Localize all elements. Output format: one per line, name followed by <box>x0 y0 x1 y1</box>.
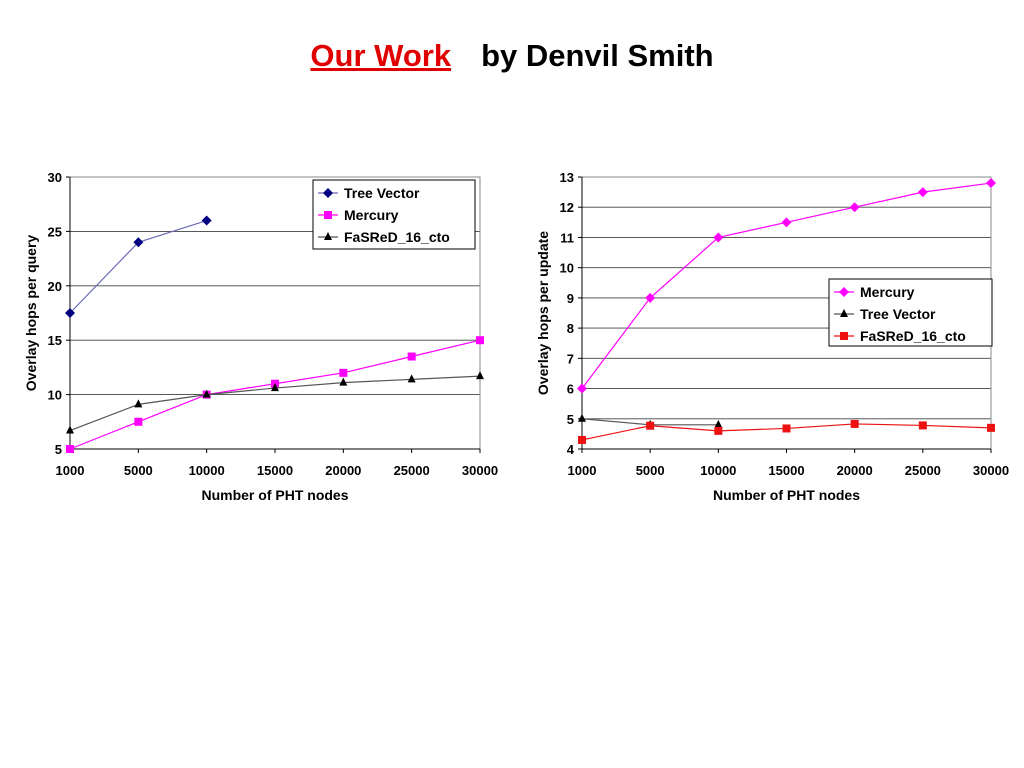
data-point <box>987 423 995 432</box>
title-author: by Denvil Smith <box>481 38 714 73</box>
y-tick-label: 10 <box>560 261 574 276</box>
y-tick-label: 10 <box>48 388 62 403</box>
data-point <box>476 371 484 380</box>
y-tick-label: 6 <box>567 382 574 397</box>
x-tick-label: 20000 <box>837 463 873 478</box>
x-tick-label: 25000 <box>394 463 430 478</box>
chart-1: 5 10 15 20 25 30 1000 5000 10000 15000 20000 25000 3… <box>23 170 498 503</box>
data-point <box>407 374 416 383</box>
y-tick-label: 20 <box>48 279 62 294</box>
data-point <box>407 352 416 361</box>
data-point <box>578 413 586 422</box>
chart-2: 4 5 6 7 8 9 10 11 12 13 1000 5000 10000 15000 20000 250… <box>535 170 1009 503</box>
legend-marker <box>324 232 332 240</box>
x-tick-label: 25000 <box>905 463 941 478</box>
data-point <box>66 445 74 453</box>
data-point <box>202 389 211 398</box>
y-tick-label: 7 <box>567 351 574 366</box>
y-tick-label: 15 <box>48 333 62 348</box>
x-tick-label: 10000 <box>700 463 736 478</box>
legend: Tree Vector Mercury FaSReD_16_cto <box>312 179 476 250</box>
y-tick-label: 5 <box>567 412 574 427</box>
y-tick-label: 12 <box>560 200 574 215</box>
y-tick-label: 9 <box>567 291 574 306</box>
x-axis-title: Number of PHT nodes <box>713 487 860 503</box>
y-tick-label: 25 <box>48 224 62 239</box>
y-axis-title: Overlay hops per query <box>23 235 39 392</box>
x-tick-label: 5000 <box>636 463 665 478</box>
x-tick-label: 10000 <box>189 463 225 478</box>
data-point <box>577 383 587 394</box>
x-axis-title: Number of PHT nodes <box>201 487 348 503</box>
legend-label: Mercury <box>860 284 915 300</box>
series-mercury <box>577 178 996 394</box>
legend: Mercury Tree Vector FaSReD_16_cto <box>828 278 993 347</box>
data-point <box>782 424 791 433</box>
legend-label: Tree Vector <box>860 306 936 322</box>
legend-label: Mercury <box>344 207 399 223</box>
data-point <box>714 419 723 428</box>
series-fasred-16-cto <box>578 419 995 444</box>
data-point <box>918 421 927 430</box>
legend-label: Tree Vector <box>344 185 420 201</box>
data-point <box>781 217 792 228</box>
data-point <box>65 308 75 318</box>
legend-marker <box>839 287 849 297</box>
data-point <box>917 187 928 198</box>
data-point <box>133 237 144 248</box>
data-point <box>714 426 723 435</box>
title-highlight: Our Work <box>310 38 452 73</box>
data-point <box>339 368 348 377</box>
data-point <box>646 421 655 430</box>
data-point <box>339 377 348 386</box>
legend-box <box>828 278 993 347</box>
y-tick-label: 30 <box>48 170 62 185</box>
data-point <box>476 336 484 345</box>
legend-label: FaSReD_16_cto <box>344 229 450 245</box>
series-fasred-16-cto <box>66 371 484 434</box>
legend-marker <box>840 332 848 340</box>
y-tick-label: 4 <box>567 442 575 457</box>
data-point <box>578 435 586 444</box>
data-point <box>134 417 143 426</box>
legend-marker <box>324 211 332 219</box>
y-tick-label: 5 <box>55 442 62 457</box>
series-line <box>69 219 207 314</box>
legend-box <box>312 179 476 250</box>
slide-title: Our Work by Denvil Smith <box>0 38 1024 74</box>
data-point <box>645 292 656 303</box>
legend-label: FaSReD_16_cto <box>860 328 966 344</box>
data-point <box>271 383 279 392</box>
x-tick-label: 30000 <box>462 463 498 478</box>
y-tick-label: 8 <box>567 321 574 336</box>
data-point <box>66 425 74 434</box>
data-point <box>986 178 996 189</box>
series-tree-vector <box>65 215 212 318</box>
x-tick-label: 5000 <box>124 463 153 478</box>
x-tick-label: 1000 <box>56 463 85 478</box>
data-point <box>849 202 860 213</box>
data-point <box>201 215 212 226</box>
y-tick-label: 13 <box>560 170 574 185</box>
legend-marker <box>840 309 848 317</box>
x-tick-label: 15000 <box>768 463 804 478</box>
data-point <box>134 399 143 408</box>
y-tick-label: 11 <box>560 230 574 245</box>
data-point <box>713 232 724 243</box>
x-tick-label: 1000 <box>568 463 597 478</box>
y-axis-title: Overlay hops per update <box>535 231 551 395</box>
x-tick-label: 15000 <box>257 463 293 478</box>
legend-marker <box>323 188 333 198</box>
x-tick-label: 20000 <box>325 463 361 478</box>
x-tick-label: 30000 <box>973 463 1009 478</box>
data-point <box>850 419 859 428</box>
